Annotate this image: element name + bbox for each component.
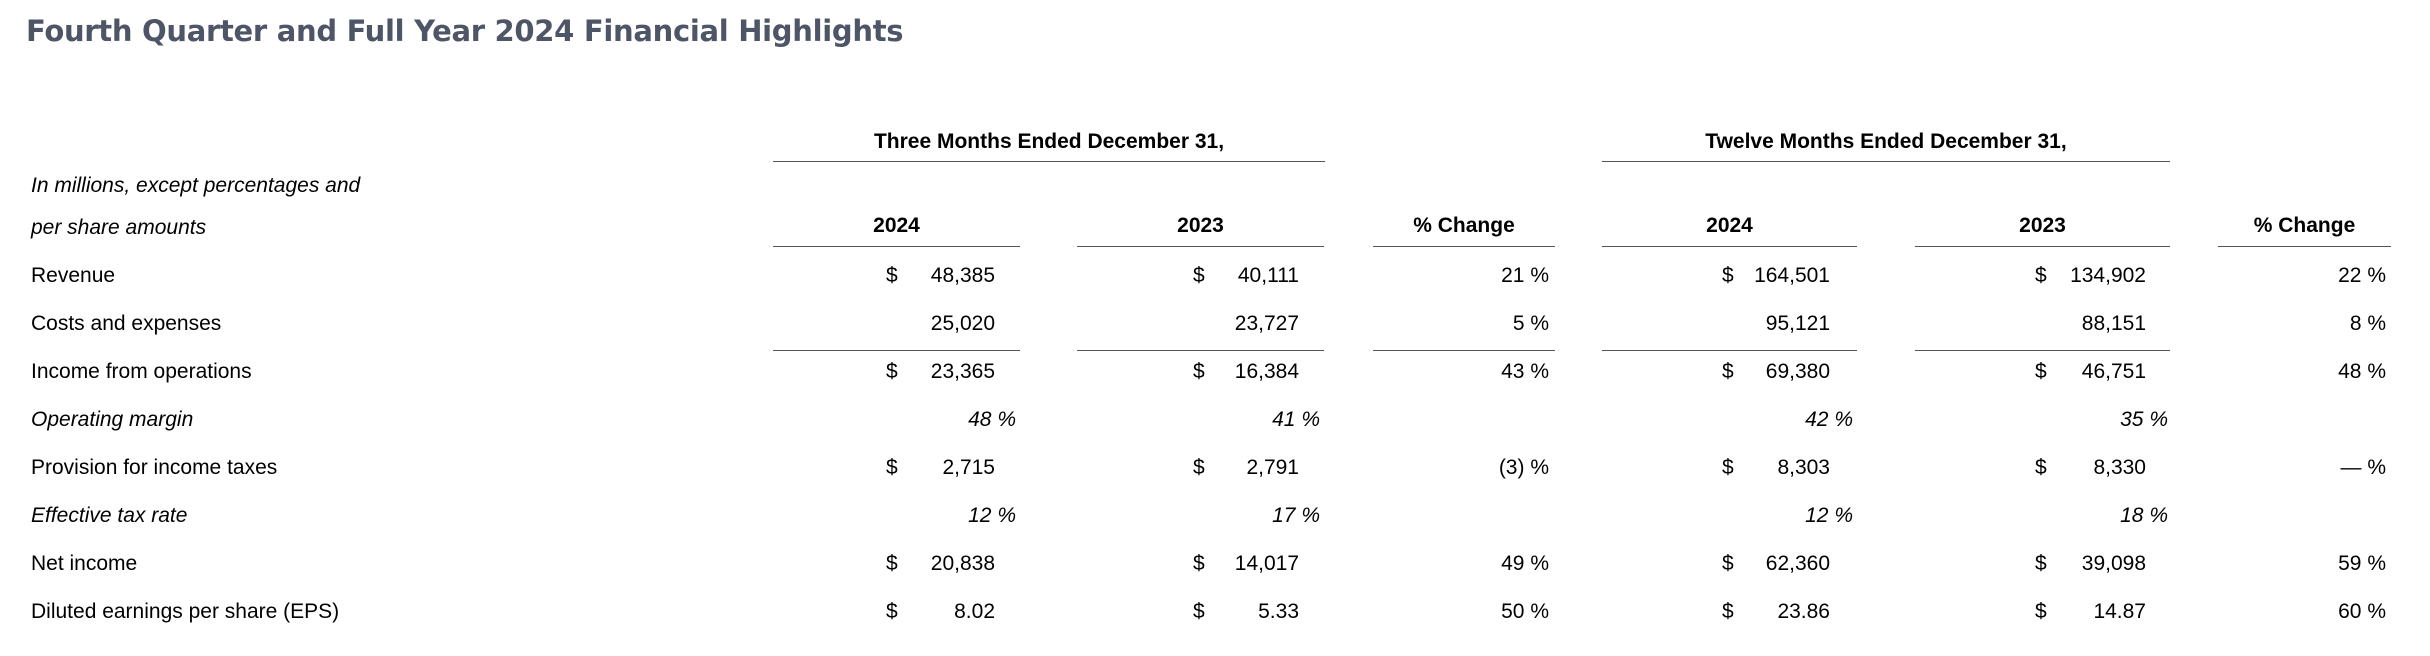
cell-y_change: 59 % xyxy=(2338,552,2386,575)
currency-symbol: $ xyxy=(1193,600,1205,623)
cell-y_change: 22 % xyxy=(2338,264,2386,287)
column-header-q_change: % Change xyxy=(1413,214,1515,237)
column-rule-y2023 xyxy=(1915,246,2170,247)
column-header-y_change: % Change xyxy=(2253,214,2356,237)
cell-y2024: 69,380 xyxy=(1765,360,1830,383)
currency-symbol: $ xyxy=(1722,360,1734,383)
cell-q_change: 49 % xyxy=(1501,552,1549,575)
cell-y2024: 12 % xyxy=(1805,504,1853,527)
currency-symbol: $ xyxy=(2035,456,2047,479)
subtotal-rule-q2024 xyxy=(773,350,1020,351)
column-rule-q_change xyxy=(1373,246,1555,247)
cell-y2024: 23.86 xyxy=(1777,600,1830,623)
cell-q2023: 16,384 xyxy=(1234,360,1299,383)
group-header-twelve-months: Twelve Months Ended December 31, xyxy=(1705,130,2067,153)
column-rule-y2024 xyxy=(1602,246,1857,247)
row-label: Provision for income taxes xyxy=(31,456,278,479)
cell-y2023: 35 % xyxy=(2120,408,2168,431)
row-label: Effective tax rate xyxy=(31,504,188,527)
row-label: Operating margin xyxy=(31,408,194,431)
currency-symbol: $ xyxy=(886,264,898,287)
row-label: Costs and expenses xyxy=(31,312,222,335)
column-header-y2023: 2023 xyxy=(2019,214,2066,237)
cell-y2023: 39,098 xyxy=(2081,552,2146,575)
currency-symbol: $ xyxy=(2035,360,2047,383)
row-label: Net income xyxy=(31,552,138,575)
currency-symbol: $ xyxy=(1722,456,1734,479)
cell-q2024: 8.02 xyxy=(954,600,995,623)
cell-q2023: 5.33 xyxy=(1258,600,1299,623)
cell-y2024: 62,360 xyxy=(1765,552,1830,575)
cell-q2023: 2,791 xyxy=(1246,456,1299,479)
cell-q2024: 20,838 xyxy=(930,552,995,575)
page-title: Fourth Quarter and Full Year 2024 Financ… xyxy=(26,14,904,48)
cell-y_change: 8 % xyxy=(2349,312,2386,335)
cell-q_change: 21 % xyxy=(1501,264,1549,287)
currency-symbol: $ xyxy=(1722,552,1734,575)
cell-y2024: 164,501 xyxy=(1754,264,1830,287)
currency-symbol: $ xyxy=(886,552,898,575)
group-rule-three-months xyxy=(773,161,1325,162)
group-rule-twelve-months xyxy=(1602,161,2170,162)
cell-q2023: 40,111 xyxy=(1237,264,1299,287)
group-header-three-months: Three Months Ended December 31, xyxy=(873,130,1225,153)
cell-y2023: 8,330 xyxy=(2093,456,2146,479)
currency-symbol: $ xyxy=(1193,552,1205,575)
cell-q2024: 12 % xyxy=(968,504,1016,527)
cell-q_change: (3) % xyxy=(1498,456,1549,479)
currency-symbol: $ xyxy=(1722,264,1734,287)
currency-symbol: $ xyxy=(2035,552,2047,575)
cell-q_change: 43 % xyxy=(1501,360,1549,383)
subtotal-rule-y2024 xyxy=(1602,350,1857,351)
column-rule-y_change xyxy=(2218,246,2391,247)
currency-symbol: $ xyxy=(1722,600,1734,623)
currency-symbol: $ xyxy=(1193,264,1205,287)
subtotal-rule-y2023 xyxy=(1915,350,2170,351)
row-label: Income from operations xyxy=(31,360,252,383)
cell-y2024: 42 % xyxy=(1805,408,1853,431)
cell-q2023: 41 % xyxy=(1272,408,1320,431)
cell-y_change: — % xyxy=(2340,456,2386,479)
cell-y2023: 46,751 xyxy=(2081,360,2146,383)
cell-y2023: 18 % xyxy=(2120,504,2168,527)
units-label-line-1: In millions, except percentages and xyxy=(31,174,361,197)
cell-y_change: 48 % xyxy=(2338,360,2386,383)
column-header-q2024: 2024 xyxy=(873,214,920,237)
cell-y2023: 14.87 xyxy=(2093,600,2146,623)
cell-y2024: 95,121 xyxy=(1765,312,1830,335)
cell-q_change: 50 % xyxy=(1501,600,1549,623)
row-label: Diluted earnings per share (EPS) xyxy=(31,600,340,623)
column-rule-q2024 xyxy=(773,246,1020,247)
cell-q2024: 2,715 xyxy=(942,456,995,479)
currency-symbol: $ xyxy=(886,360,898,383)
currency-symbol: $ xyxy=(2035,600,2047,623)
cell-y2024: 8,303 xyxy=(1777,456,1830,479)
cell-q2024: 23,365 xyxy=(930,360,995,383)
currency-symbol: $ xyxy=(1193,456,1205,479)
cell-y_change: 60 % xyxy=(2338,600,2386,623)
currency-symbol: $ xyxy=(1193,360,1205,383)
cell-y2023: 134,902 xyxy=(2070,264,2146,287)
currency-symbol: $ xyxy=(2035,264,2047,287)
currency-symbol: $ xyxy=(886,600,898,623)
currency-symbol: $ xyxy=(886,456,898,479)
units-label-line-2: per share amounts xyxy=(31,216,207,239)
cell-q2023: 14,017 xyxy=(1234,552,1299,575)
subtotal-rule-q_change xyxy=(1373,350,1555,351)
row-label: Revenue xyxy=(31,264,116,287)
column-rule-q2023 xyxy=(1077,246,1324,247)
subtotal-rule-q2023 xyxy=(1077,350,1324,351)
column-header-q2023: 2023 xyxy=(1177,214,1224,237)
cell-q2024: 25,020 xyxy=(930,312,995,335)
cell-q2024: 48,385 xyxy=(930,264,995,287)
cell-q2023: 23,727 xyxy=(1234,312,1299,335)
cell-q2023: 17 % xyxy=(1272,504,1320,527)
cell-q2024: 48 % xyxy=(968,408,1016,431)
cell-q_change: 5 % xyxy=(1512,312,1549,335)
column-header-y2024: 2024 xyxy=(1706,214,1753,237)
cell-y2023: 88,151 xyxy=(2081,312,2146,335)
